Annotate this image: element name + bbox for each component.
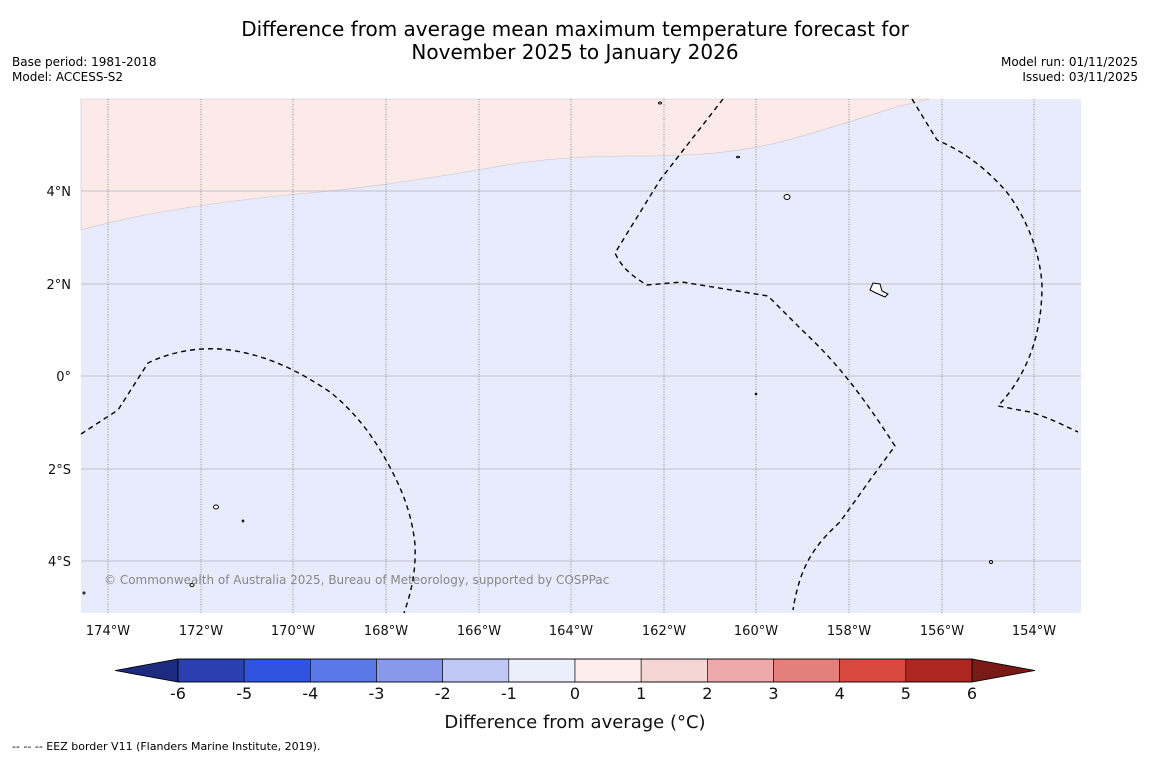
colorbar-bin xyxy=(905,658,973,683)
island xyxy=(241,519,245,523)
colorbar-bin xyxy=(310,658,377,683)
map-title: Difference from average mean maximum tem… xyxy=(0,18,1150,64)
colorbar-bin xyxy=(177,658,245,683)
colorbar-bin xyxy=(508,658,576,683)
island xyxy=(754,392,758,396)
eez-border-east xyxy=(911,98,1079,433)
island xyxy=(783,194,791,200)
metadata-right: Model run: 01/11/2025 Issued: 03/11/2025 xyxy=(1001,55,1138,85)
colorbar-tick-label: -5 xyxy=(236,684,252,703)
lat-label: 4°N xyxy=(47,185,72,200)
latitude-labels: 4°N 2°N 0° 2°S 4°S xyxy=(47,185,72,570)
colorbar-tick-label: 6 xyxy=(967,684,977,703)
colorbar-over-arrow xyxy=(971,658,1036,683)
model-name: Model: ACCESS-S2 xyxy=(12,70,124,84)
island-kiritimati xyxy=(869,282,889,298)
lat-label: 2°S xyxy=(48,463,71,478)
colorbar-tick-label: -6 xyxy=(170,684,186,703)
lon-label: 156°W xyxy=(920,624,964,639)
lon-label: 168°W xyxy=(364,624,408,639)
lon-label: 158°W xyxy=(827,624,871,639)
base-period: Base period: 1981-2018 xyxy=(12,55,157,69)
island xyxy=(82,591,86,595)
island xyxy=(989,560,993,564)
colorbar-bin xyxy=(376,658,443,683)
colorbar-tick-label: -1 xyxy=(501,684,517,703)
colorbar-bin xyxy=(773,658,840,683)
lon-label: 166°W xyxy=(457,624,501,639)
colorbar-tick-label: 5 xyxy=(901,684,911,703)
colorbar-bin xyxy=(707,658,774,683)
title-line-1: Difference from average mean maximum tem… xyxy=(241,17,909,41)
colorbar-tick-label: 1 xyxy=(636,684,646,703)
colorbar-bin xyxy=(442,658,510,683)
colorbar-outline xyxy=(177,658,973,683)
colorbar-bin xyxy=(839,658,907,683)
eez-border-kiribati-line xyxy=(614,98,896,611)
colorbar-tick-label: 0 xyxy=(570,684,580,703)
islands xyxy=(82,101,993,595)
lat-label: 0° xyxy=(56,370,71,385)
colorbar-tick-label: -3 xyxy=(369,684,385,703)
eez-border-kiribati-gilbert xyxy=(80,348,416,614)
latitude-lines xyxy=(81,190,1081,562)
colorbar: -6 -5 -4 -3 -2 -1 0 1 2 3 4 5 6 Difference from aver… xyxy=(114,658,1036,733)
colorbar-bin xyxy=(640,658,708,683)
copyright-text: © Commonwealth of Australia 2025, Bureau… xyxy=(104,573,609,587)
title-line-2: November 2025 to January 2026 xyxy=(411,40,739,64)
colorbar-tick-label: 4 xyxy=(835,684,845,703)
colorbar-tick-label: 3 xyxy=(768,684,778,703)
island xyxy=(189,583,195,587)
lon-label: 172°W xyxy=(179,624,223,639)
eez-footnote: -- -- -- EEZ border V11 (Flanders Marine… xyxy=(12,740,321,753)
colorbar-bins xyxy=(177,658,973,683)
colorbar-tick-label: -4 xyxy=(302,684,318,703)
colorbar-tick-label: 2 xyxy=(702,684,712,703)
lon-label: 164°W xyxy=(549,624,593,639)
lon-label: 160°W xyxy=(734,624,778,639)
issued-date: Issued: 03/11/2025 xyxy=(1022,70,1138,84)
metadata-left: Base period: 1981-2018 Model: ACCESS-S2 xyxy=(12,55,157,85)
colorbar-under-arrow xyxy=(114,658,179,683)
colorbar-ticks: -6 -5 -4 -3 -2 -1 0 1 2 3 4 5 6 xyxy=(170,684,977,703)
lat-label: 4°S xyxy=(48,555,71,570)
lon-label: 154°W xyxy=(1012,624,1056,639)
lon-label: 170°W xyxy=(271,624,315,639)
island xyxy=(213,504,219,510)
map-panel: © Commonwealth of Australia 2025, Bureau… xyxy=(80,98,1081,614)
eez-borders xyxy=(80,98,1079,614)
colorbar-tick-label: -2 xyxy=(435,684,451,703)
graticule xyxy=(107,99,1035,613)
colorbar-bin xyxy=(243,658,311,683)
longitude-labels: 174°W 172°W 170°W 168°W 166°W 164°W 162°… xyxy=(86,624,1056,639)
lon-label: 174°W xyxy=(86,624,130,639)
island xyxy=(736,155,740,159)
model-run: Model run: 01/11/2025 xyxy=(1000,55,1138,69)
colorbar-bin xyxy=(574,658,642,683)
colorbar-label: Difference from average (°C) xyxy=(444,712,705,733)
lat-label: 2°N xyxy=(47,278,72,293)
island xyxy=(658,101,662,105)
lon-label: 162°W xyxy=(642,624,686,639)
